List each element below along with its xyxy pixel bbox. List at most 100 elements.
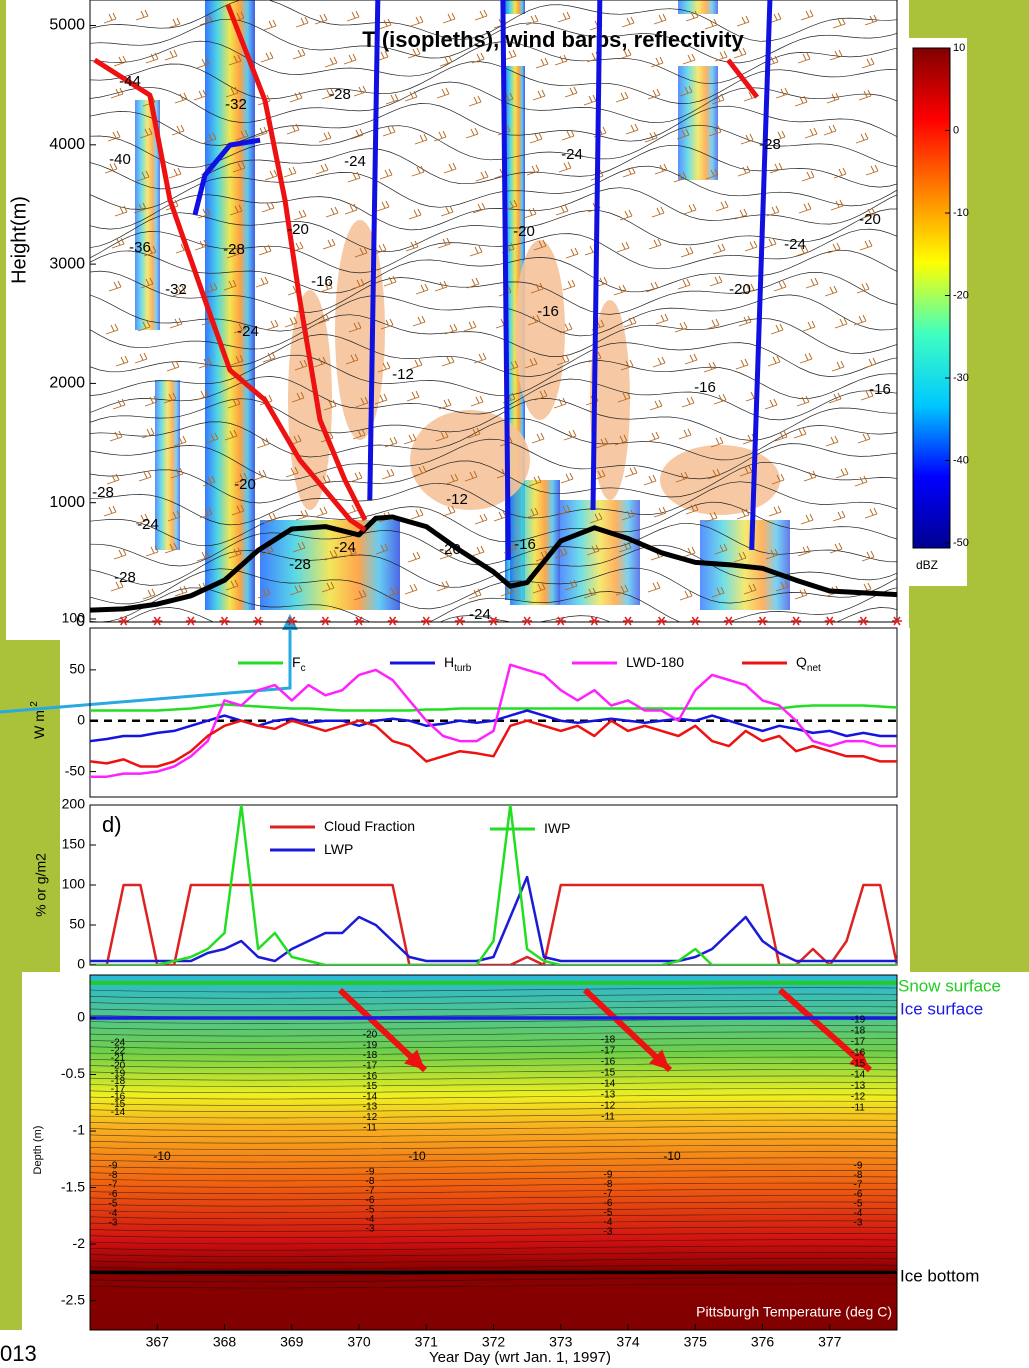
wind-barb [654,163,668,175]
series-line [90,805,897,965]
sonde-marker [555,616,566,626]
wind-barb [804,127,818,139]
isotherm [90,1138,897,1144]
wind-barb [741,283,755,295]
wind-barb [802,320,816,332]
x-tick-label: 377 [818,1334,842,1350]
wind-barb [347,171,361,183]
wind-barb [354,246,368,258]
wind-barb [445,473,459,485]
legend-name: IWP [544,820,570,836]
contour-label: -14 [363,1091,378,1102]
sonde-marker [454,616,465,626]
wind-barb [615,91,629,103]
isotherm [90,1252,897,1257]
contour-label: -17 [363,1061,378,1072]
isotherm [90,1144,897,1150]
isotherm [90,1107,897,1112]
wind-barb [199,507,213,519]
y-tick-label: 0 [77,711,85,727]
wind-barb [711,93,725,105]
wind-barb [324,56,338,68]
wind-barb [229,204,243,216]
wind-barb [408,208,422,220]
isotherm [90,438,897,481]
wind-barb [291,391,305,403]
wind-barb [560,472,574,484]
colorbar-tick-label: -10 [953,207,969,219]
wind-barb [472,202,486,214]
wind-barb [528,475,542,487]
wind-barb [113,55,127,67]
wind-barb [323,399,337,411]
wind-barb [463,320,477,332]
isotherm [90,1126,897,1131]
surface-label: Ice bottom [900,1266,979,1285]
isotherm [90,1277,897,1283]
isotherm [90,18,897,64]
wind-barb [295,509,309,521]
wind-barb [293,209,307,221]
plot-area [90,980,897,1289]
wind-barb [646,431,660,443]
wind-barb [444,323,458,335]
wind-barb [653,506,667,518]
wind-barb [775,580,789,592]
wind-barb [555,204,569,216]
contour-label: -4 [854,1208,863,1219]
wind-barb [834,317,848,329]
wind-barb [348,321,362,333]
wind-barb [835,467,849,479]
cloud-shading [515,240,565,420]
contour-label: -14 [851,1070,866,1081]
contour-label: -17 [851,1037,866,1048]
wind-barb [314,13,328,25]
wind-barb [324,549,338,561]
isotherm [90,993,897,999]
wind-barb [831,360,845,372]
x-tick-label: 375 [684,1334,708,1350]
wind-barb [232,161,246,173]
wind-barb [135,513,149,525]
isotherm [90,417,897,461]
isotherm [90,501,897,547]
wind-barb [797,52,811,64]
wind-barb [204,282,218,294]
isotherm [90,587,897,622]
colorbar-tick-label: -30 [953,372,969,384]
wind-barb [679,85,693,97]
wind-barb [135,9,149,21]
wind-barb [558,161,572,173]
wind-barb [230,354,244,366]
wind-barb [772,130,786,142]
wind-barb [853,314,867,326]
wind-barb [325,206,339,218]
wind-barb [563,429,577,441]
wind-barb [861,550,875,562]
wind-barb [828,392,842,404]
x-tick-label: 372 [482,1334,506,1350]
trend-arrow-head [404,1049,425,1070]
wind-barb [470,395,484,407]
wind-barb [167,17,181,29]
contour-label: -16 [537,303,559,320]
cloud-shading [288,290,332,510]
wind-barb [621,509,635,521]
wind-barb [314,506,328,518]
wind-barb [376,200,390,212]
wind-barb [737,165,751,177]
contour-label: -5 [366,1205,375,1216]
wind-barb [647,581,661,593]
x-tick-label: 373 [549,1334,573,1350]
isotherm [90,1163,897,1169]
y-tick-label: -2.5 [61,1291,85,1307]
y-axis-label-sup: -2 [29,701,40,710]
wind-barb [738,315,752,327]
wind-barb [531,432,545,444]
isotherm [90,1151,897,1157]
isotherm [90,1132,897,1138]
plot-area [90,663,897,778]
wind-barb [644,131,658,143]
sonde-marker [421,616,432,626]
wind-barb [865,164,879,176]
